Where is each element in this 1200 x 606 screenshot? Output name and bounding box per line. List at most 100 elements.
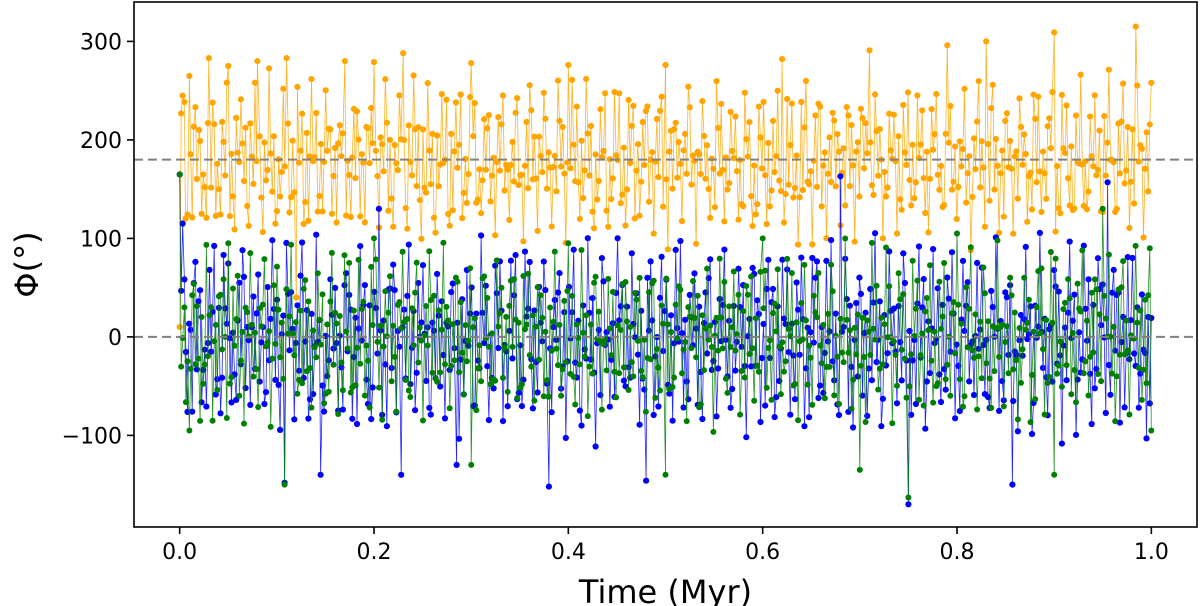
data-point-blue [1049,378,1056,385]
data-point-green [994,237,1001,244]
data-point-orange [278,169,285,176]
data-point-green [311,344,318,351]
data-point-orange [293,294,300,301]
data-point-blue [507,257,514,264]
data-point-green [457,299,464,306]
data-point-green [1098,378,1105,385]
data-point-green [328,249,335,256]
data-point-orange [510,178,518,185]
data-point-orange [338,153,345,160]
data-point-blue [828,237,835,244]
series-layer [176,23,1155,508]
data-point-blue [220,251,227,259]
data-point-green [1000,403,1007,410]
data-point-orange [521,162,529,169]
data-point-orange [802,77,810,85]
data-point-orange [251,79,259,86]
data-point-blue [884,350,891,357]
data-point-blue [272,376,279,383]
data-point-green [182,399,189,406]
data-point-green [922,308,929,315]
data-point-green [616,370,623,377]
data-point-orange [1094,166,1102,173]
data-point-blue [716,295,723,303]
data-point-green [886,283,893,290]
data-point-green [536,356,543,363]
data-point-orange [550,164,557,171]
data-point-green [264,339,271,346]
data-point-orange [1072,112,1080,119]
data-point-green [878,314,885,321]
data-point-orange [740,203,747,210]
data-point-orange [925,229,932,236]
data-point-orange [254,58,261,65]
data-point-green [283,286,290,293]
data-point-orange [408,172,416,179]
data-point-orange [699,98,706,105]
data-point-orange [840,145,847,152]
data-point-orange [851,238,858,245]
data-point-orange [1008,165,1015,172]
data-point-green [836,401,842,407]
data-point-blue [942,386,949,393]
data-point-green [316,316,323,323]
data-point-blue [438,298,445,305]
data-point-orange [727,108,734,115]
data-point-green [707,322,714,329]
data-point-green [872,336,879,343]
data-point-green [379,416,386,423]
data-point-green [971,354,977,361]
data-point-green [787,333,794,340]
data-point-orange [904,89,912,96]
data-point-blue [208,348,215,355]
data-point-orange [663,176,670,183]
data-point-orange [558,163,565,170]
data-point-green [620,364,627,371]
data-point-green [192,361,199,368]
data-point-green [429,369,436,376]
data-point-orange [705,185,712,193]
data-point-blue [1055,288,1062,295]
data-point-green [496,310,503,317]
data-point-blue [189,408,196,415]
data-point-orange [385,207,392,214]
data-point-green [1124,347,1131,354]
data-point-green [1102,315,1109,322]
data-point-blue [879,395,887,402]
data-point-green [250,373,257,380]
data-point-orange [548,223,555,230]
data-point-green [694,292,701,299]
data-point-green [834,353,841,360]
data-point-orange [430,214,438,221]
data-point-green [217,291,224,298]
data-point-green [226,380,233,387]
data-point-green [826,363,833,370]
data-point-green [931,328,938,335]
data-point-orange [277,193,284,200]
data-point-blue [758,354,766,362]
data-point-blue [321,408,328,415]
data-point-green [1018,379,1024,386]
data-point-orange [1003,110,1011,117]
data-point-orange [848,122,855,129]
data-point-orange [996,229,1003,236]
data-point-orange [443,96,450,103]
data-point-blue [755,310,763,318]
data-point-blue [1017,311,1025,319]
data-point-orange [426,147,433,154]
data-point-green [961,393,968,400]
data-point-green [903,394,910,401]
data-point-green [669,384,676,390]
data-point-blue [867,285,874,293]
data-point-green [633,296,640,303]
data-point-green [955,301,962,308]
data-point-green [570,373,577,380]
data-point-green [699,312,706,319]
data-point-green [492,377,499,384]
data-point-green [584,413,591,420]
data-point-orange [975,78,982,85]
data-point-orange [531,133,538,140]
data-point-blue [313,231,320,238]
data-point-orange [887,147,894,154]
